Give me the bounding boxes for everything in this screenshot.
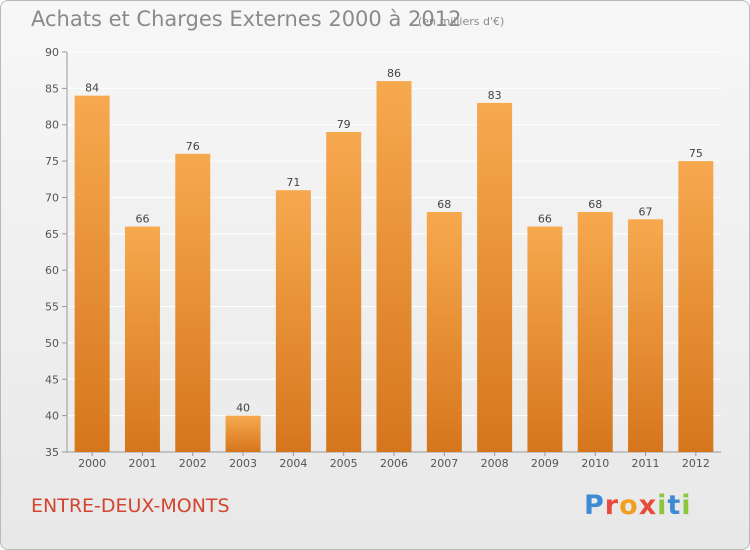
brand-letter: r [604,490,620,521]
x-tick-label: 2011 [632,457,660,470]
y-tick-label: 75 [45,155,59,168]
bar [678,161,714,452]
brand-letter: P [584,490,605,521]
x-tick-label: 2006 [380,457,408,470]
bar [477,102,513,452]
bar [527,226,563,452]
bar-value-label: 67 [639,205,653,218]
bar [376,81,412,452]
bar-value-label: 79 [337,118,351,131]
x-tick-label: 2005 [330,457,358,470]
y-tick-label: 80 [45,119,59,132]
x-tick-label: 2004 [279,457,307,470]
x-tick-label: 2009 [531,457,559,470]
y-tick-label: 60 [45,264,59,277]
x-tick-label: 2002 [179,457,207,470]
bar [577,212,613,452]
y-tick-label: 50 [45,337,59,350]
x-tick-label: 2008 [481,457,509,470]
brand-letter: i [657,490,668,521]
bar [628,219,664,452]
x-tick-label: 2001 [128,457,156,470]
bar [175,153,211,452]
bar [225,415,261,452]
bar [426,212,462,452]
chart-unit: (en milliers d'€) [418,15,505,28]
brand-letter: i [681,490,692,521]
bar-value-label: 66 [538,213,552,226]
bar-value-label: 40 [236,402,250,415]
bar-value-label: 75 [689,147,703,160]
chart-title: Achats et Charges Externes 2000 à 2012 [31,7,462,31]
bar-value-label: 86 [387,67,401,80]
y-tick-label: 35 [45,446,59,459]
bar [326,132,362,452]
x-tick-label: 2010 [581,457,609,470]
x-tick-label: 2012 [682,457,710,470]
commune-name: ENTRE-DEUX-MONTS [31,495,230,517]
y-tick-label: 70 [45,191,59,204]
bar-value-label: 83 [488,89,502,102]
y-tick-label: 40 [45,410,59,423]
brand-letter: x [638,490,658,521]
bar-value-label: 76 [186,140,200,153]
bar [74,95,110,453]
proxiti-logo[interactable]: Proxiti [584,490,692,521]
bar [124,226,160,452]
bar-value-label: 84 [85,82,99,95]
y-tick-label: 45 [45,373,59,386]
y-tick-label: 55 [45,301,59,314]
bar-value-label: 68 [588,198,602,211]
brand-letter: o [619,490,639,521]
x-tick-label: 2000 [78,457,106,470]
bar [275,190,311,452]
y-tick-label: 65 [45,228,59,241]
bar-value-label: 71 [286,176,300,189]
bar-value-label: 68 [437,198,451,211]
y-tick-label: 85 [45,82,59,95]
brand-letter: t [667,490,682,521]
bar-value-label: 66 [135,213,149,226]
x-tick-label: 2003 [229,457,257,470]
y-tick-label: 90 [45,46,59,59]
x-tick-label: 2007 [430,457,458,470]
